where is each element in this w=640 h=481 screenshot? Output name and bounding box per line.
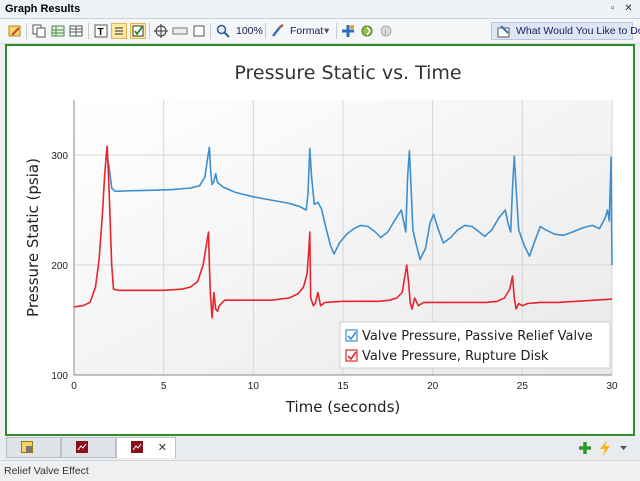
legend-check-icon <box>347 331 357 341</box>
info-button[interactable]: i <box>378 23 394 39</box>
range-icon <box>172 27 188 35</box>
series-line-1 <box>105 146 613 266</box>
tab-data-table[interactable] <box>6 437 61 458</box>
tab-graph-1[interactable] <box>61 437 116 458</box>
tab-menu-chevron-icon[interactable] <box>619 444 628 452</box>
x-tick-label: 25 <box>517 381 529 392</box>
graph-toolbar: T 100% Format ▾ i What Would You Like to… <box>0 19 640 44</box>
export-button[interactable] <box>50 23 66 39</box>
grid-toggle[interactable] <box>130 23 146 39</box>
y-tick-label: 200 <box>51 261 68 272</box>
chevron-down-icon[interactable]: ▾ <box>324 25 330 37</box>
table-icon <box>69 25 83 37</box>
data-button[interactable] <box>68 23 84 39</box>
edit-graph-button[interactable] <box>7 23 23 39</box>
copy-icon <box>32 24 46 38</box>
x-tick-label: 15 <box>337 381 349 392</box>
text-button[interactable]: T <box>93 23 109 39</box>
plus-icon <box>342 25 354 37</box>
graph-tabs: ✕ <box>0 437 640 459</box>
x-tick-label: 30 <box>606 381 618 392</box>
crosshair-button[interactable] <box>153 23 169 39</box>
legend-swatch <box>345 329 358 342</box>
add-series-button[interactable] <box>340 23 356 39</box>
legend-label: Valve Pressure, Rupture Disk <box>362 349 549 364</box>
lightning-icon[interactable] <box>598 440 612 456</box>
pressure-chart[interactable]: 0 5 10 15 20 25 30 100 200 300 Pressure Static vs.… <box>7 46 633 434</box>
legend-check-icon <box>347 351 357 361</box>
svg-text:i: i <box>385 28 387 37</box>
x-tick-label: 10 <box>248 381 260 392</box>
zoom-button[interactable] <box>215 23 231 39</box>
refresh-icon <box>361 25 373 37</box>
frame-button[interactable] <box>191 23 207 39</box>
magnifier-icon <box>216 24 230 38</box>
graph-icon <box>131 441 143 453</box>
chart-title: Pressure Static vs. Time <box>234 62 461 84</box>
svg-text:T: T <box>98 27 104 38</box>
graph-icon <box>76 441 88 453</box>
legend-toggle[interactable] <box>111 23 127 39</box>
spreadsheet-icon <box>51 25 65 37</box>
window-title: Graph Results <box>5 3 81 15</box>
x-tick-label: 5 <box>161 381 167 392</box>
series-line-2 <box>73 145 613 319</box>
y-tick-label: 300 <box>51 151 68 162</box>
status-bar: Relief Valve Effect <box>0 460 640 481</box>
refresh-button[interactable] <box>359 23 375 39</box>
legend-swatch <box>345 349 358 362</box>
legend-icon <box>115 27 123 35</box>
square-icon <box>193 25 205 37</box>
checkbox-icon <box>132 25 144 37</box>
info-icon: i <box>380 25 392 37</box>
help-wizard-icon <box>497 25 510 38</box>
restore-button[interactable]: ▫ <box>610 3 615 14</box>
x-tick-label: 0 <box>71 381 77 392</box>
tab-graph-2[interactable]: ✕ <box>116 437 176 458</box>
close-tab-icon[interactable]: ✕ <box>157 442 167 454</box>
add-tab-icon[interactable] <box>578 441 592 455</box>
status-text: Relief Valve Effect <box>4 465 89 477</box>
legend-box <box>339 321 611 369</box>
close-window-button[interactable]: ✕ <box>624 3 633 14</box>
window-titlebar: Graph Results ▫ ✕ <box>0 0 640 19</box>
text-box-icon: T <box>94 24 108 38</box>
zoom-level[interactable]: 100% <box>236 25 263 37</box>
y-axis-label: Pressure Static (psia) <box>24 158 42 317</box>
legend-label: Valve Pressure, Passive Relief Valve <box>362 329 593 344</box>
format-menu[interactable]: Format <box>290 25 324 37</box>
paint-brush-icon <box>272 23 284 37</box>
copy-button[interactable] <box>31 23 47 39</box>
data-table-icon <box>21 441 33 453</box>
x-tick-label: 20 <box>427 381 439 392</box>
format-icon-button[interactable] <box>270 23 286 39</box>
pencil-icon <box>8 25 21 37</box>
help-search-label: What Would You Like to Do? <box>516 25 640 37</box>
range-button[interactable] <box>172 23 188 39</box>
crosshair-icon <box>154 24 168 38</box>
x-axis-label: Time (seconds) <box>285 398 401 416</box>
graph-panel: 0 5 10 15 20 25 30 100 200 300 Pressure Static vs.… <box>5 44 635 436</box>
y-tick-label: 100 <box>51 371 68 382</box>
help-search-button[interactable]: What Would You Like to Do? <box>491 22 640 40</box>
